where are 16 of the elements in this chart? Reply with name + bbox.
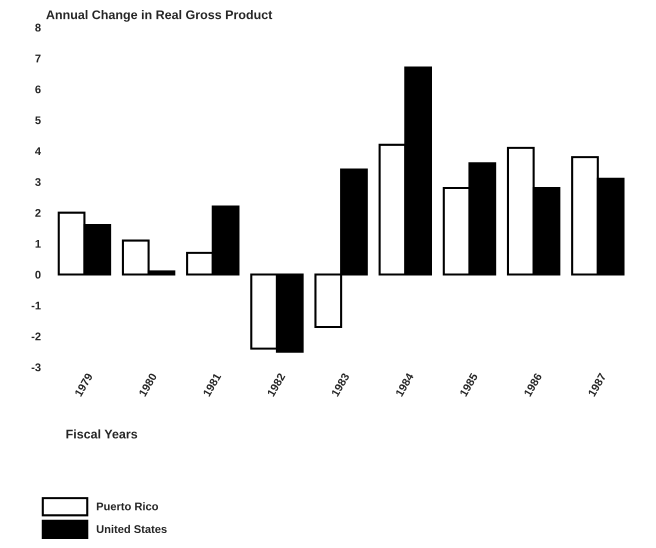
chart-title: Annual Change in Real Gross Product	[46, 10, 272, 22]
y-tick-label: 1	[36, 240, 41, 248]
y-tick-label: -2	[32, 332, 41, 340]
y-tick-label: 2	[35, 208, 41, 217]
y-tick-label: 6	[35, 85, 41, 94]
legend-label: United States	[96, 524, 167, 534]
y-tick-label: 8	[35, 24, 41, 32]
y-tick-label: -1	[32, 302, 41, 310]
legend-label: Puerto Rico	[96, 502, 158, 510]
y-tick-label: 3	[35, 178, 41, 186]
y-tick-label: 4	[35, 147, 41, 155]
y-tick-label: 5	[35, 116, 41, 124]
y-tick-label: 7	[35, 54, 41, 62]
y-tick-label: 0	[35, 270, 41, 279]
x-axis-title: Fiscal Years	[66, 429, 138, 439]
y-tick-label: -3	[32, 363, 41, 372]
